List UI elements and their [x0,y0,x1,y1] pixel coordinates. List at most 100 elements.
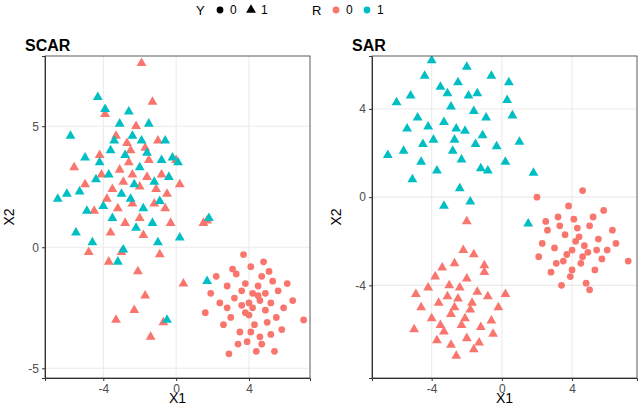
point [149,176,159,185]
tick-mark [42,368,45,369]
point [493,302,503,311]
y-axis: -404 [355,57,372,379]
point [202,275,212,284]
point [100,104,110,113]
point [448,145,458,154]
point [175,179,185,188]
point [258,273,265,280]
point [427,56,437,63]
tick-label: 4 [246,382,253,396]
tick-mark [42,247,45,248]
point [113,256,123,265]
point [153,237,163,246]
point [213,273,220,280]
point [242,280,249,287]
point [555,214,562,221]
point [260,258,267,265]
point [488,328,498,337]
plot-background [372,56,637,378]
point [486,315,496,324]
point [467,297,477,306]
point [595,236,602,243]
point [124,106,134,115]
point [486,70,496,79]
point [216,300,223,307]
point [235,341,242,348]
point [579,253,586,260]
tick: -4 [427,378,438,396]
point [118,176,128,185]
grid-line [372,197,637,198]
point [107,213,117,222]
point [586,222,593,229]
point [443,291,453,300]
point [548,269,555,276]
point [87,237,97,246]
point [62,188,72,197]
point [406,90,416,99]
point [109,135,119,144]
point [439,116,449,125]
legend-key [217,7,224,14]
point [144,154,154,163]
point [563,251,570,258]
point [542,218,549,225]
point [481,112,491,121]
point [280,304,287,311]
point [460,313,470,322]
point [82,205,92,214]
point [224,283,231,290]
point [75,186,85,195]
point [142,147,152,156]
point [500,156,510,165]
point [593,247,600,254]
point [142,171,152,180]
point [258,341,265,348]
point [500,289,510,298]
tick: -4 [355,279,372,293]
point [140,290,150,299]
tick-label: -4 [427,382,438,396]
point [160,135,170,144]
legend-key [333,7,340,14]
point [155,196,165,205]
grid-line [501,56,502,378]
x-axis-title: X1 [496,390,513,406]
point [227,314,234,321]
point [135,213,145,222]
tick: 0 [359,190,372,204]
point [460,125,470,134]
point [418,139,428,148]
point [240,251,247,258]
point [126,193,136,202]
point [476,322,486,331]
point [273,314,280,321]
point [567,273,574,280]
tick-mark [369,285,372,286]
point [613,240,620,247]
point [514,136,524,145]
point [569,247,576,254]
legend-label: 0 [230,3,237,17]
grid [372,56,637,378]
point [151,183,161,192]
point [140,142,150,151]
point [137,58,147,67]
grid-line [431,56,432,378]
point [483,291,493,300]
point [458,244,468,253]
point [80,179,90,188]
point [451,123,461,132]
point [144,118,154,127]
point [162,188,172,197]
tick: 0 [32,241,45,255]
point [411,289,421,298]
point [175,232,185,241]
point [423,282,433,291]
point [229,266,236,273]
point [102,193,112,202]
y-axis-title: X2 [328,208,344,225]
tick-label: 0 [32,241,39,255]
point [556,222,563,229]
point [420,70,430,79]
